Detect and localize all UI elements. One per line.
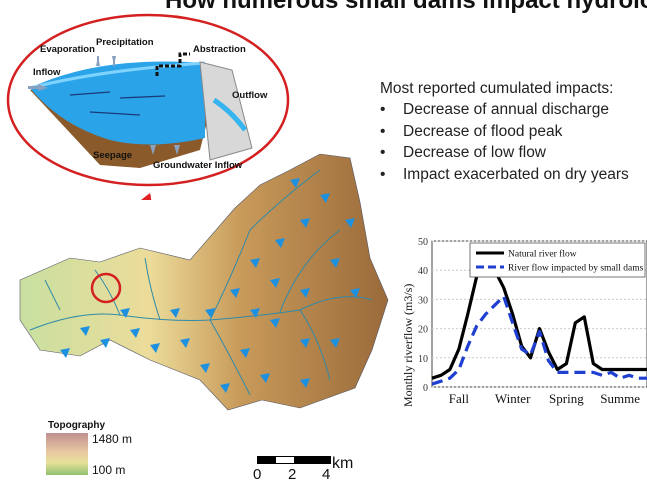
impact-item: Decrease of low flow (380, 142, 629, 164)
chart-yticks: 0 10 20 30 40 50 (418, 237, 428, 394)
hydrograph-chart: Monthly riverflow (m3/s) 0 10 20 30 40 50 Fal… (401, 237, 647, 407)
label-inflow: Inflow (33, 67, 61, 78)
y-tick-label: 40 (418, 266, 428, 277)
legend-label: River flow impacted by small dams (508, 263, 644, 274)
chart-ylabel: Monthly riverflow (m3/s) (401, 284, 415, 407)
legend-label: Natural river flow (508, 249, 577, 260)
watershed-map (19, 153, 389, 411)
plot-frame (431, 240, 647, 388)
x-season-label: Fall (449, 391, 470, 406)
abstraction-pipe (155, 52, 190, 76)
scale-bar (257, 456, 331, 464)
impacts-heading: Most reported cumulated impacts: (380, 80, 614, 97)
y-tick-label: 20 (418, 325, 428, 336)
process-arrows (28, 56, 180, 155)
outflow-stream (212, 97, 248, 132)
focus-circle (90, 272, 122, 304)
chart-grid (431, 240, 647, 388)
legend-box (469, 242, 646, 278)
water-body (30, 61, 205, 145)
scale-tick: 0 (253, 466, 262, 483)
chart-xlabels: Fall Winter Spring Summe (449, 391, 640, 406)
y-tick-label: 0 (423, 383, 428, 394)
legend-title: Topography (48, 420, 106, 431)
connector-arrowhead (141, 193, 152, 200)
reservoir-diagram: Evaporation Precipitation Abstraction In… (6, 13, 290, 200)
impact-item: Decrease of flood peak (380, 121, 629, 143)
label-precipitation: Precipitation (96, 37, 154, 48)
label-groundwater: Groundwater Inflow (153, 160, 243, 171)
dam-markers (60, 178, 360, 393)
y-tick-label: 10 (418, 354, 428, 365)
river-network (29, 169, 373, 396)
chart-legend: Natural river flow River flow impacted by… (469, 242, 646, 278)
legend-color-ramp (46, 433, 88, 475)
x-season-label: Winter (495, 391, 531, 406)
chart-lines (431, 262, 647, 386)
inset-circle (6, 13, 290, 187)
series-impacted-line (431, 294, 647, 386)
impacts-list: Decrease of annual discharge Decrease of… (380, 99, 629, 185)
y-tick-label: 30 (418, 295, 428, 306)
label-outflow: Outflow (232, 90, 268, 101)
label-evaporation: Evaporation (40, 44, 95, 55)
series-natural-line (431, 262, 647, 380)
slide-title: How numerous small dams impact hydrolog (165, 0, 647, 14)
scale-tick: 4 (322, 466, 331, 483)
x-season-label: Summe (600, 391, 640, 406)
scale-tick: 2 (288, 466, 297, 483)
impact-item: Impact exacerbated on dry years (380, 164, 629, 186)
x-season-label: Spring (549, 391, 584, 406)
scale-unit: km (332, 455, 354, 472)
legend-high: 1480 m (92, 432, 133, 446)
flow-arrows (69, 91, 166, 116)
water-surface (29, 61, 206, 90)
y-tick-label: 50 (418, 237, 428, 248)
legend-low: 100 m (92, 463, 126, 477)
label-abstraction: Abstraction (193, 44, 246, 55)
impact-item: Decrease of annual discharge (380, 99, 629, 121)
label-seepage: Seepage (93, 150, 132, 161)
basin-shape (19, 153, 389, 411)
